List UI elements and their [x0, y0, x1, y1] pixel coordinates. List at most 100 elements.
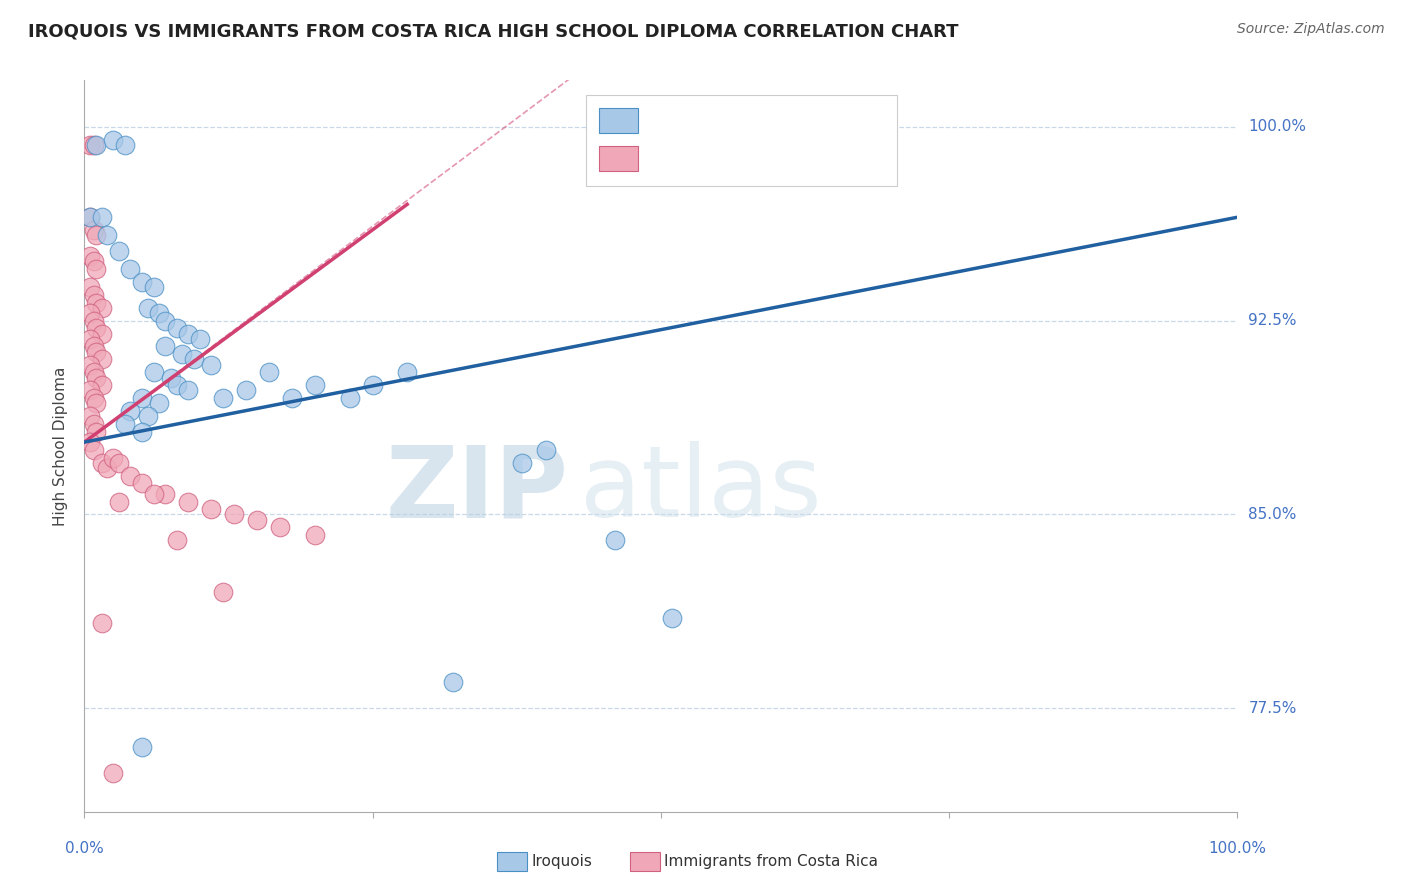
Text: R =  0.176: R = 0.176 [647, 150, 751, 168]
Point [83, 339, 105, 353]
Point [79, 384, 101, 398]
Y-axis label: High School Diploma: High School Diploma [53, 367, 69, 525]
Point [177, 494, 200, 508]
Point [153, 487, 176, 501]
Point [136, 301, 159, 315]
Point [84, 262, 107, 277]
Point [84, 295, 107, 310]
Point [211, 585, 233, 599]
Text: 100.0%: 100.0% [1249, 120, 1306, 135]
Point [131, 275, 153, 289]
Point [84, 228, 107, 243]
Point [120, 468, 142, 483]
Text: 77.5%: 77.5% [1249, 701, 1296, 716]
Point [83, 417, 105, 431]
Point [200, 358, 222, 372]
Point [166, 378, 188, 392]
Point [114, 137, 136, 152]
Point [396, 365, 419, 379]
Point [90, 615, 112, 630]
Point [235, 384, 257, 398]
Point [90, 326, 112, 341]
Point [172, 347, 194, 361]
Point [83, 442, 105, 457]
Point [131, 425, 153, 439]
Point [257, 365, 280, 379]
Text: N = 44: N = 44 [793, 112, 860, 129]
Text: 100.0%: 100.0% [1208, 841, 1267, 856]
Point [90, 378, 112, 392]
Point [79, 137, 101, 152]
Point [177, 326, 200, 341]
Text: ZIP: ZIP [385, 442, 568, 539]
Point [441, 675, 464, 690]
Point [339, 391, 361, 405]
Point [108, 456, 131, 470]
Point [79, 332, 101, 346]
Point [269, 520, 291, 534]
Text: 92.5%: 92.5% [1249, 313, 1296, 328]
Text: N =  51: N = 51 [793, 150, 868, 168]
Text: atlas: atlas [581, 442, 821, 539]
Point [142, 365, 165, 379]
Point [79, 211, 101, 225]
Point [603, 533, 626, 548]
Point [108, 494, 131, 508]
Point [83, 391, 105, 405]
Point [103, 133, 124, 147]
Point [211, 391, 233, 405]
Point [108, 244, 131, 258]
Point [79, 280, 101, 294]
FancyBboxPatch shape [630, 852, 659, 871]
Point [304, 528, 326, 542]
Point [79, 211, 101, 225]
Point [304, 378, 326, 392]
Point [90, 352, 112, 367]
Point [136, 409, 159, 424]
Point [131, 476, 153, 491]
Text: Source: ZipAtlas.com: Source: ZipAtlas.com [1237, 22, 1385, 37]
Point [120, 262, 142, 277]
Point [166, 321, 188, 335]
Text: 85.0%: 85.0% [1249, 507, 1296, 522]
Text: IROQUOIS VS IMMIGRANTS FROM COSTA RICA HIGH SCHOOL DIPLOMA CORRELATION CHART: IROQUOIS VS IMMIGRANTS FROM COSTA RICA H… [28, 22, 959, 40]
Point [281, 391, 304, 405]
Point [148, 306, 170, 320]
Point [148, 396, 170, 410]
Point [83, 313, 105, 327]
Point [153, 313, 176, 327]
Point [79, 358, 101, 372]
Text: Iroquois: Iroquois [531, 854, 592, 869]
Point [96, 228, 118, 243]
Point [103, 766, 124, 780]
Point [661, 611, 683, 625]
Point [131, 740, 153, 755]
Point [83, 254, 105, 268]
Point [177, 384, 200, 398]
Point [90, 211, 112, 225]
Point [131, 391, 153, 405]
Text: R = 0.295: R = 0.295 [647, 112, 745, 129]
Point [166, 533, 188, 548]
Point [103, 450, 124, 465]
Point [153, 339, 176, 353]
Text: Immigrants from Costa Rica: Immigrants from Costa Rica [664, 854, 879, 869]
Point [224, 508, 246, 522]
Point [84, 425, 107, 439]
Text: 0.0%: 0.0% [65, 841, 104, 856]
Point [83, 223, 105, 237]
Point [246, 513, 269, 527]
FancyBboxPatch shape [599, 108, 638, 133]
Point [84, 370, 107, 384]
Point [79, 435, 101, 450]
Point [200, 502, 222, 516]
Point [84, 344, 107, 359]
FancyBboxPatch shape [599, 146, 638, 171]
Point [84, 137, 107, 152]
Point [79, 409, 101, 424]
Point [361, 378, 384, 392]
FancyBboxPatch shape [586, 95, 897, 186]
Point [79, 306, 101, 320]
Point [142, 280, 165, 294]
Point [84, 396, 107, 410]
